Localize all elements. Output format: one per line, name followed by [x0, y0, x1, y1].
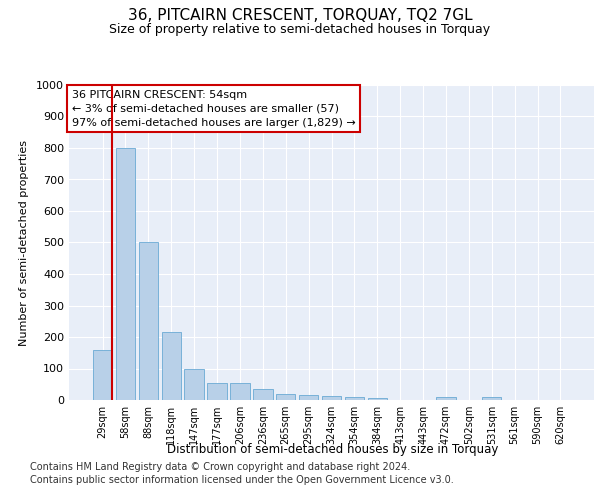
Text: 36 PITCAIRN CRESCENT: 54sqm
← 3% of semi-detached houses are smaller (57)
97% of: 36 PITCAIRN CRESCENT: 54sqm ← 3% of semi…	[71, 90, 355, 128]
Text: 36, PITCAIRN CRESCENT, TORQUAY, TQ2 7GL: 36, PITCAIRN CRESCENT, TORQUAY, TQ2 7GL	[128, 8, 472, 22]
Bar	[161, 332, 181, 400]
Bar	[93, 350, 112, 400]
Bar	[139, 242, 158, 400]
Text: Contains HM Land Registry data © Crown copyright and database right 2024.: Contains HM Land Registry data © Crown c…	[30, 462, 410, 472]
Text: Distribution of semi-detached houses by size in Torquay: Distribution of semi-detached houses by …	[167, 442, 499, 456]
Bar	[482, 398, 502, 400]
Bar	[253, 389, 272, 400]
Bar	[116, 148, 135, 400]
Bar	[368, 398, 387, 400]
Bar	[322, 396, 341, 400]
Bar	[299, 396, 319, 400]
Text: Contains public sector information licensed under the Open Government Licence v3: Contains public sector information licen…	[30, 475, 454, 485]
Bar	[276, 394, 295, 400]
Bar	[184, 368, 204, 400]
Bar	[208, 382, 227, 400]
Bar	[230, 384, 250, 400]
Text: Size of property relative to semi-detached houses in Torquay: Size of property relative to semi-detach…	[109, 22, 491, 36]
Bar	[436, 398, 455, 400]
Bar	[344, 397, 364, 400]
Y-axis label: Number of semi-detached properties: Number of semi-detached properties	[19, 140, 29, 346]
